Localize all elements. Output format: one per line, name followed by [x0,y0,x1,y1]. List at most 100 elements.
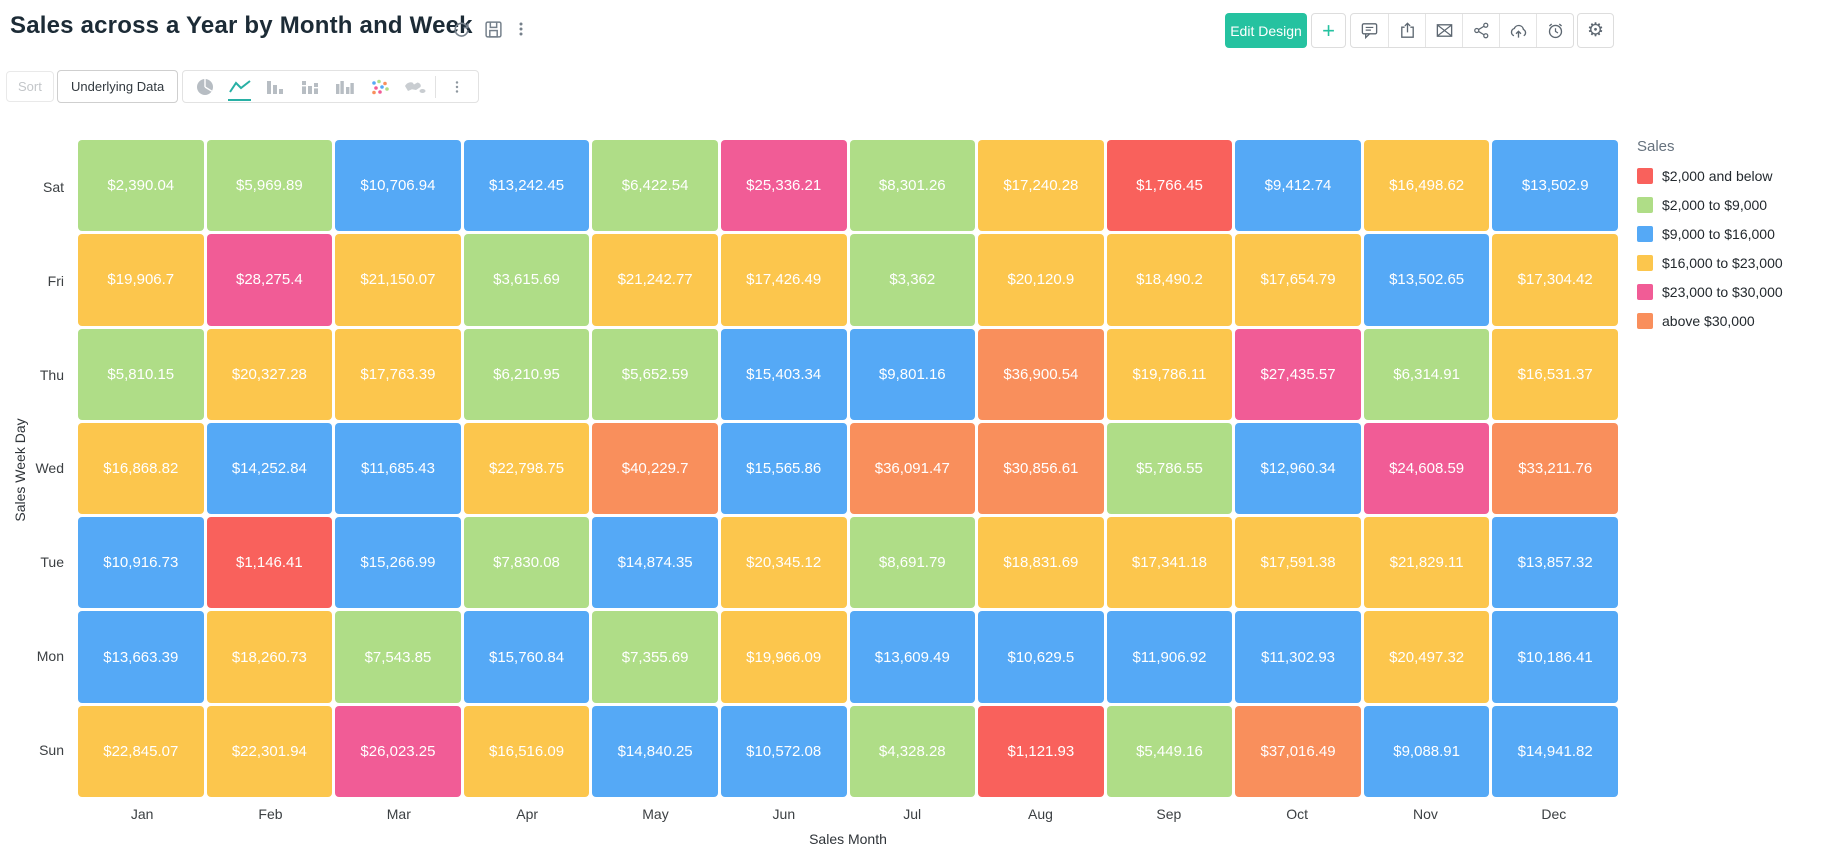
heatmap-cell[interactable]: $15,266.99 [335,517,461,609]
heatmap-cell[interactable]: $6,314.91 [1363,328,1490,420]
heatmap-cell[interactable]: $19,906.7 [78,234,204,326]
heatmap-cell[interactable]: $14,840.25 [592,705,718,797]
heatmap-cell[interactable]: $16,531.37 [1492,328,1618,420]
heatmap-cell[interactable]: $1,766.45 [1106,140,1233,232]
heatmap-cell[interactable]: $17,341.18 [1106,517,1233,609]
save-button[interactable] [480,16,506,42]
heatmap-cell[interactable]: $7,830.08 [463,517,590,609]
heatmap-cell[interactable]: $12,960.34 [1235,422,1361,515]
heatmap-cell[interactable]: $36,091.47 [849,422,976,515]
heatmap-cell[interactable]: $13,857.32 [1492,517,1618,609]
heatmap-cell[interactable]: $21,242.77 [592,234,718,326]
edit-design-button[interactable]: Edit Design [1225,13,1307,48]
heatmap-cell[interactable]: $11,302.93 [1235,611,1361,703]
pie-chart-button[interactable] [187,71,222,102]
heatmap-cell[interactable]: $20,345.12 [720,517,847,609]
heatmap-cell[interactable]: $7,543.85 [335,611,461,703]
heatmap-cell[interactable]: $15,565.86 [720,422,847,515]
heatmap-cell[interactable]: $9,088.91 [1363,705,1490,797]
heatmap-cell[interactable]: $10,629.5 [978,611,1104,703]
heatmap-cell[interactable]: $1,146.41 [206,517,333,609]
heatmap-cell[interactable]: $17,763.39 [335,328,461,420]
bar-chart-button[interactable] [257,71,292,102]
heatmap-cell[interactable]: $10,572.08 [720,705,847,797]
underlying-data-button[interactable]: Underlying Data [57,70,179,103]
heatmap-cell[interactable]: $27,435.57 [1235,328,1361,420]
heatmap-cell[interactable]: $8,301.26 [849,140,976,232]
heatmap-cell[interactable]: $19,786.11 [1106,328,1233,420]
heatmap-cell[interactable]: $3,615.69 [463,234,590,326]
heatmap-cell[interactable]: $17,240.28 [978,140,1104,232]
heatmap-cell[interactable]: $18,260.73 [206,611,333,703]
heatmap-cell[interactable]: $36,900.54 [978,328,1104,420]
legend-entry[interactable]: $16,000 to $23,000 [1637,255,1817,271]
heatmap-cell[interactable]: $9,801.16 [849,328,976,420]
line-chart-button[interactable] [222,71,257,102]
legend-entry[interactable]: $23,000 to $30,000 [1637,284,1817,300]
heatmap-cell[interactable]: $22,798.75 [463,422,590,515]
heatmap-cell[interactable]: $15,403.34 [720,328,847,420]
heatmap-cell[interactable]: $20,327.28 [206,328,333,420]
heatmap-cell[interactable]: $24,608.59 [1363,422,1490,515]
sort-button[interactable]: Sort [6,71,54,102]
heatmap-cell[interactable]: $5,449.16 [1106,705,1233,797]
heatmap-cell[interactable]: $9,412.74 [1235,140,1361,232]
email-button[interactable] [1425,14,1462,47]
heatmap-cell[interactable]: $26,023.25 [335,705,461,797]
heatmap-cell[interactable]: $28,275.4 [206,234,333,326]
heatmap-cell[interactable]: $17,304.42 [1492,234,1618,326]
heatmap-cell[interactable]: $13,502.65 [1363,234,1490,326]
heatmap-cell[interactable]: $21,150.07 [335,234,461,326]
heatmap-cell[interactable]: $30,856.61 [978,422,1104,515]
schedule-button[interactable] [1536,14,1573,47]
heatmap-cell[interactable]: $17,591.38 [1235,517,1361,609]
heatmap-cell[interactable]: $20,497.32 [1363,611,1490,703]
export-button[interactable] [1388,14,1425,47]
comment-button[interactable] [1351,14,1388,47]
share-button[interactable] [1462,14,1499,47]
legend-entry[interactable]: $2,000 and below [1637,168,1817,184]
heatmap-cell[interactable]: $22,845.07 [78,705,204,797]
heatmap-cell[interactable]: $16,868.82 [78,422,204,515]
heatmap-cell[interactable]: $18,490.2 [1106,234,1233,326]
heatmap-cell[interactable]: $18,831.69 [978,517,1104,609]
heatmap-cell[interactable]: $21,829.11 [1363,517,1490,609]
settings-button[interactable]: ⚙ [1577,13,1614,48]
heatmap-cell[interactable]: $5,786.55 [1106,422,1233,515]
heatmap-cell[interactable]: $5,652.59 [592,328,718,420]
publish-button[interactable] [1499,14,1536,47]
heatmap-cell[interactable]: $20,120.9 [978,234,1104,326]
heatmap-cell[interactable]: $19,966.09 [720,611,847,703]
heatmap-cell[interactable]: $3,362 [849,234,976,326]
heatmap-cell[interactable]: $2,390.04 [78,140,204,232]
legend-entry[interactable]: $9,000 to $16,000 [1637,226,1817,242]
heatmap-cell[interactable]: $14,941.82 [1492,705,1618,797]
scatter-chart-button[interactable] [362,71,397,102]
stacked-bar-chart-button[interactable] [292,71,327,102]
legend-entry[interactable]: $2,000 to $9,000 [1637,197,1817,213]
map-chart-button[interactable] [397,71,432,102]
heatmap-cell[interactable]: $22,301.94 [206,705,333,797]
heatmap-cell[interactable]: $14,874.35 [592,517,718,609]
refresh-button[interactable] [448,16,474,42]
heatmap-cell[interactable]: $13,502.9 [1492,140,1618,232]
heatmap-cell[interactable]: $17,654.79 [1235,234,1361,326]
heatmap-cell[interactable]: $15,760.84 [463,611,590,703]
heatmap-cell[interactable]: $4,328.28 [849,705,976,797]
heatmap-cell[interactable]: $6,210.95 [463,328,590,420]
heatmap-cell[interactable]: $6,422.54 [592,140,718,232]
combo-bar-chart-button[interactable] [327,71,362,102]
heatmap-cell[interactable]: $10,706.94 [335,140,461,232]
heatmap-cell[interactable]: $25,336.21 [720,140,847,232]
heatmap-cell[interactable]: $7,355.69 [592,611,718,703]
heatmap-cell[interactable]: $16,516.09 [463,705,590,797]
heatmap-cell[interactable]: $13,609.49 [849,611,976,703]
more-chart-types-button[interactable] [439,71,474,102]
heatmap-cell[interactable]: $1,121.93 [978,705,1104,797]
add-button[interactable]: + [1311,13,1346,48]
heatmap-cell[interactable]: $11,685.43 [335,422,461,515]
heatmap-cell[interactable]: $10,916.73 [78,517,204,609]
heatmap-cell[interactable]: $11,906.92 [1106,611,1233,703]
heatmap-cell[interactable]: $33,211.76 [1492,422,1618,515]
heatmap-cell[interactable]: $13,663.39 [78,611,204,703]
